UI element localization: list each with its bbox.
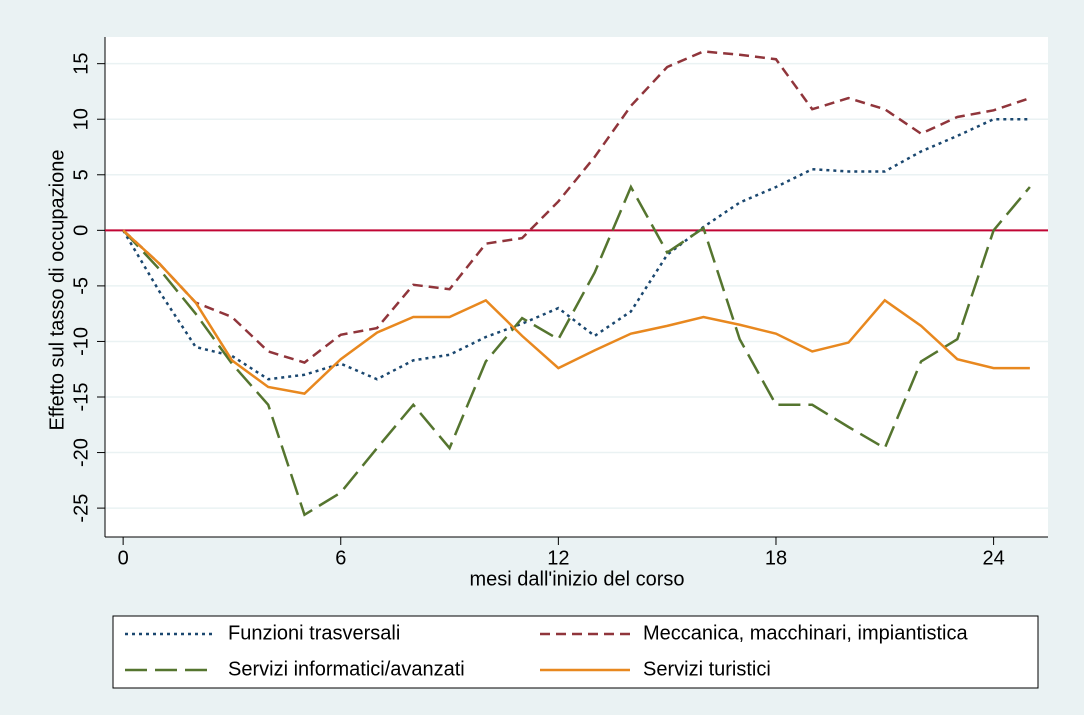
- x-tick-label: 24: [982, 547, 1004, 569]
- y-tick-label: -5: [70, 277, 92, 295]
- series-line: [122, 50, 1031, 364]
- y-tick-label: -20: [70, 438, 92, 467]
- legend-label: Servizi turistici: [643, 658, 771, 680]
- y-tick-label: 15: [70, 53, 92, 75]
- y-tick-label: 0: [70, 225, 92, 236]
- x-tick-label: 12: [547, 547, 569, 569]
- legend-label: Servizi informatici/avanzati: [228, 658, 465, 680]
- y-tick-label: -25: [70, 494, 92, 523]
- legend-label: Funzioni trasversali: [228, 622, 400, 644]
- y-tick-label: 5: [70, 169, 92, 180]
- series-line: [122, 184, 1031, 517]
- x-tick-label: 6: [335, 547, 346, 569]
- y-tick-label: -15: [70, 383, 92, 412]
- y-tick-label: -10: [70, 327, 92, 356]
- legend-label: Meccanica, macchinari, impiantistica: [643, 622, 968, 644]
- legend-box: [112, 615, 1039, 689]
- plot-area: [105, 37, 1048, 537]
- x-tick-label: 0: [118, 547, 129, 569]
- y-axis-title: Effetto sul tasso di occupazione: [46, 150, 68, 431]
- x-tick-label: 18: [765, 547, 787, 569]
- x-axis-title: mesi dall'inizio del corso: [469, 568, 684, 590]
- series-line: [122, 229, 1030, 396]
- y-tick-label: 10: [70, 108, 92, 130]
